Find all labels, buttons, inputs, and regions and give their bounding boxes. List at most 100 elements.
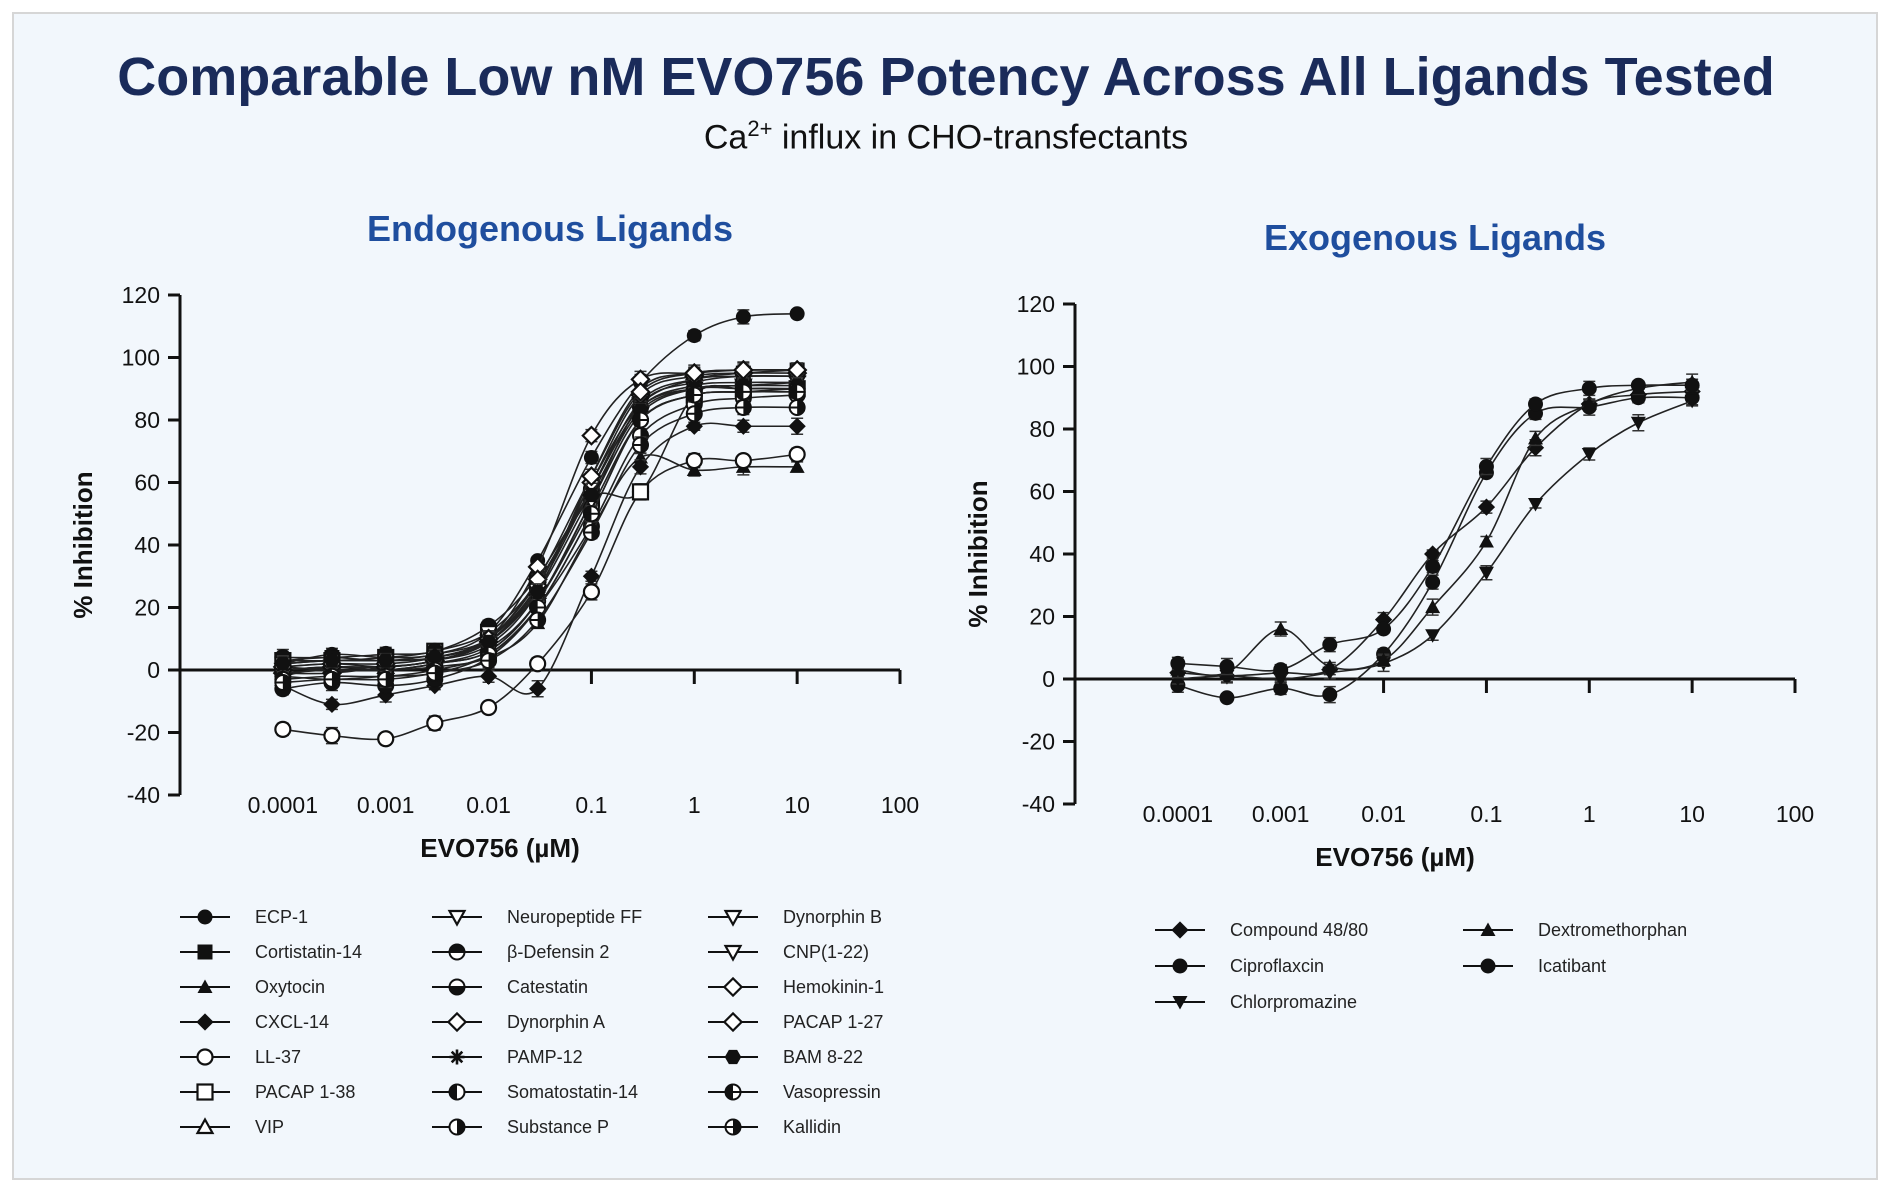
data-point bbox=[685, 386, 703, 404]
legend-item-compound-48-80: Compound 48/80 bbox=[1155, 920, 1368, 940]
series-substance-p bbox=[274, 386, 806, 688]
x-tick-label: 0.1 bbox=[575, 792, 607, 818]
legend-marker bbox=[723, 944, 743, 962]
legend-label: Icatibant bbox=[1538, 956, 1606, 976]
endogenous-panel-title: Endogenous Ligands bbox=[367, 208, 733, 249]
legend-marker bbox=[448, 978, 466, 996]
series-compound-48-80 bbox=[1169, 382, 1701, 685]
series-catestatin bbox=[274, 380, 806, 698]
legend-item-vip: VIP bbox=[180, 1117, 284, 1137]
data-point bbox=[788, 417, 806, 435]
data-point bbox=[582, 524, 600, 541]
y-axis-label: % Inhibition bbox=[68, 471, 98, 618]
data-point bbox=[1376, 621, 1392, 637]
legend-label: LL-37 bbox=[255, 1047, 301, 1067]
y-tick-label: 80 bbox=[134, 407, 160, 433]
legend-label: ECP-1 bbox=[255, 907, 308, 927]
data-point bbox=[1273, 662, 1289, 678]
series-dynorphin-b bbox=[273, 369, 807, 680]
y-tick-label: 120 bbox=[122, 282, 160, 308]
legend-marker bbox=[724, 1083, 742, 1101]
y-tick-label: 20 bbox=[134, 595, 160, 621]
y-tick-label: 60 bbox=[1029, 479, 1055, 505]
data-point bbox=[1273, 621, 1289, 635]
series-chlorpromazine bbox=[1170, 394, 1700, 687]
fit-curve bbox=[282, 406, 798, 684]
y-tick-label: -20 bbox=[127, 720, 160, 746]
data-point bbox=[734, 417, 752, 435]
legend-label: Dextromethorphan bbox=[1538, 920, 1687, 940]
legend-marker bbox=[1480, 958, 1496, 974]
fit-curve bbox=[1177, 400, 1693, 680]
legend-label: Neuropeptide FF bbox=[507, 907, 642, 927]
legend-marker bbox=[448, 1118, 466, 1136]
y-axis-label: % Inhibition bbox=[963, 480, 993, 627]
data-point bbox=[582, 505, 600, 523]
legend-item-icatibant: Icatibant bbox=[1463, 956, 1606, 976]
fit-curve bbox=[1177, 384, 1693, 672]
legend-label: Dynorphin B bbox=[783, 907, 882, 927]
data-point bbox=[1528, 396, 1544, 412]
legend-marker bbox=[722, 976, 744, 998]
fit-curve bbox=[282, 381, 798, 674]
data-point bbox=[1478, 566, 1494, 581]
data-point bbox=[1477, 498, 1496, 516]
legend-marker bbox=[1480, 922, 1496, 936]
legend-label: Chlorpromazine bbox=[1230, 992, 1357, 1012]
data-point bbox=[480, 634, 497, 650]
data-point bbox=[1684, 394, 1700, 409]
data-point bbox=[1581, 448, 1597, 462]
data-point bbox=[686, 462, 702, 476]
data-point bbox=[583, 487, 600, 503]
fit-curve bbox=[282, 387, 798, 690]
data-point bbox=[1273, 680, 1289, 696]
data-point bbox=[788, 399, 806, 416]
legend-marker bbox=[196, 1048, 214, 1066]
legend-marker bbox=[1171, 921, 1189, 939]
x-axis-label: EVO756 (µM) bbox=[420, 833, 579, 863]
series-vasopressin bbox=[274, 383, 806, 688]
data-point bbox=[1322, 637, 1338, 653]
data-point bbox=[274, 674, 292, 691]
data-point bbox=[274, 656, 292, 671]
y-tick-label: 0 bbox=[147, 657, 160, 683]
legend-item-chlorpromazine: Chlorpromazine bbox=[1155, 992, 1357, 1012]
data-point bbox=[582, 583, 601, 601]
legend-item-somatostatin-14: Somatostatin-14 bbox=[432, 1082, 638, 1102]
fit-curve bbox=[282, 394, 798, 681]
data-point bbox=[426, 714, 444, 732]
series-neuropeptide-ff bbox=[273, 367, 807, 687]
series-hemokinin-1 bbox=[272, 362, 808, 681]
legend-item-pacap-1-38: PACAP 1-38 bbox=[180, 1082, 355, 1102]
data-point bbox=[1322, 687, 1338, 703]
data-point bbox=[480, 652, 498, 670]
fit-curve bbox=[282, 390, 798, 681]
x-tick-label: 0.001 bbox=[357, 792, 415, 818]
data-point bbox=[789, 459, 805, 473]
data-point bbox=[529, 655, 547, 673]
legend-item-substance-p: Substance P bbox=[432, 1117, 609, 1137]
data-point bbox=[685, 452, 703, 470]
legend-item-dynorphin-b: Dynorphin B bbox=[708, 907, 882, 927]
y-tick-label: 40 bbox=[134, 532, 160, 558]
series-cnp-1-22 bbox=[273, 375, 807, 683]
data-point bbox=[686, 328, 702, 344]
y-tick-label: 100 bbox=[1017, 354, 1055, 380]
data-point bbox=[734, 452, 752, 470]
data-point bbox=[1425, 559, 1441, 574]
x-tick-label: 0.0001 bbox=[248, 792, 318, 818]
legend-label: VIP bbox=[255, 1117, 284, 1137]
legend-label: Cortistatin-14 bbox=[255, 942, 362, 962]
data-point bbox=[1425, 599, 1441, 614]
endogenous-chart: 120 100 80 60 40 20 0 -20 -40 0.0001 0.001 0.01 0.1 1… bbox=[68, 282, 919, 1137]
y-tick-label: 120 bbox=[1017, 291, 1055, 317]
legend-item-hemokinin-1: Hemokinin-1 bbox=[708, 976, 884, 998]
data-point bbox=[377, 670, 395, 688]
legend-label: Catestatin bbox=[507, 977, 588, 997]
data-point bbox=[377, 730, 395, 748]
data-point bbox=[529, 611, 547, 629]
x-tick-label: 1 bbox=[1583, 801, 1596, 827]
data-point bbox=[630, 381, 651, 403]
legend-item-oxytocin: Oxytocin bbox=[180, 977, 325, 997]
page-subtitle: Ca2+ influx in CHO-transfectants bbox=[0, 116, 1892, 157]
